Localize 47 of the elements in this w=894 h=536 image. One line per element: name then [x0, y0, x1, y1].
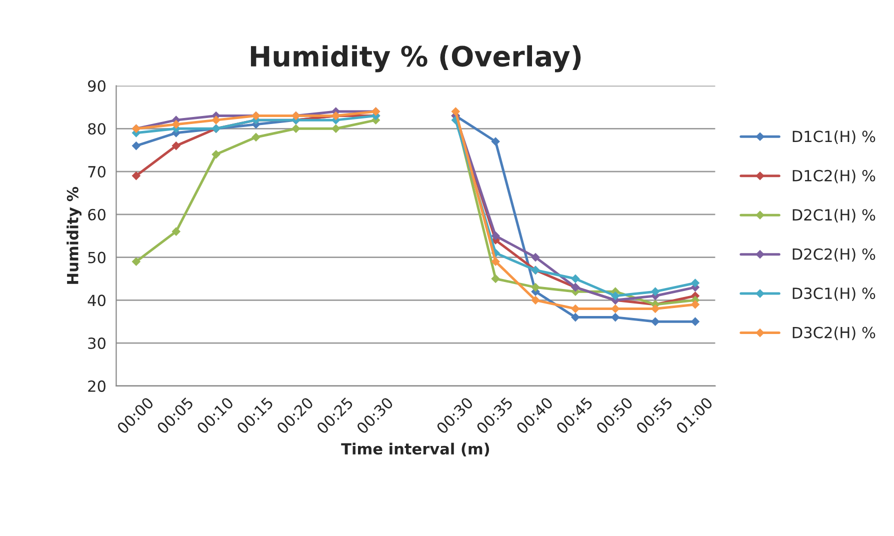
point: [292, 124, 300, 133]
point: [691, 300, 700, 309]
point: [491, 257, 500, 266]
y-tick-label: 70: [88, 166, 106, 178]
point: [172, 227, 180, 236]
point: [212, 150, 220, 158]
legend-label: D1C2(H) %: [792, 170, 876, 184]
legend-label: D3C1(H) %: [792, 287, 876, 301]
point: [212, 116, 220, 124]
point: [132, 257, 140, 266]
point: [571, 274, 580, 283]
point: [651, 304, 660, 313]
y-tick-label: 60: [88, 208, 106, 220]
point: [651, 317, 660, 326]
point: [132, 142, 140, 150]
point: [531, 253, 540, 262]
point: [172, 120, 180, 128]
point: [491, 232, 500, 240]
point: [452, 107, 460, 116]
point: [252, 133, 260, 142]
point: [172, 142, 180, 150]
point: [691, 317, 700, 326]
point: [531, 296, 540, 304]
point: [491, 274, 500, 283]
x-axis-title: Time interval (m): [341, 442, 490, 456]
y-tick-label: 40: [88, 294, 106, 306]
point: [611, 304, 620, 313]
point: [491, 137, 500, 146]
point: [332, 124, 340, 133]
y-tick-label: 50: [88, 252, 106, 264]
point: [691, 278, 700, 288]
legend-label: D2C1(H) %: [792, 208, 876, 222]
point: [571, 313, 580, 322]
y-tick-label: 30: [88, 338, 106, 350]
y-tick-label: 90: [88, 80, 106, 92]
point: [611, 292, 620, 300]
y-tick-label: 20: [88, 380, 106, 392]
chart-title: Humidity % (Overlay): [250, 45, 581, 72]
y-axis-title: Humidity %: [66, 186, 82, 284]
point: [611, 313, 620, 322]
point: [531, 283, 540, 292]
legend-label: D2C2(H) %: [792, 248, 876, 262]
legend-label: D3C2(H) %: [792, 326, 876, 340]
point: [132, 172, 140, 180]
y-tick-label: 80: [88, 123, 106, 135]
legend-label: D1C1(H) %: [792, 130, 876, 144]
point: [651, 287, 660, 296]
